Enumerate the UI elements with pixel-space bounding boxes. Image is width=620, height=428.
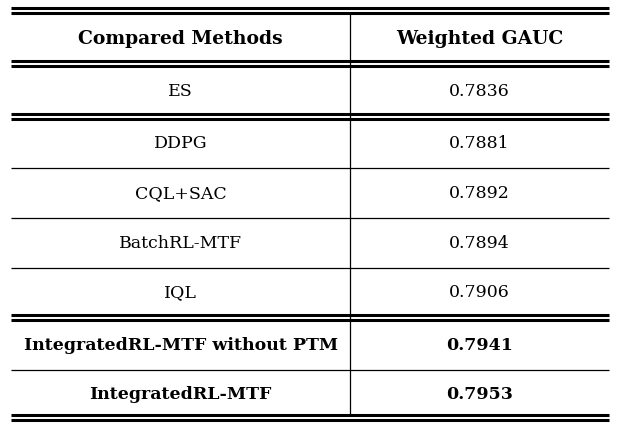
Text: CQL+SAC: CQL+SAC xyxy=(135,185,226,202)
Text: 0.7941: 0.7941 xyxy=(446,337,513,354)
Text: DDPG: DDPG xyxy=(154,135,208,152)
Text: BatchRL-MTF: BatchRL-MTF xyxy=(119,235,242,252)
Text: IQL: IQL xyxy=(164,284,197,301)
Text: Weighted GAUC: Weighted GAUC xyxy=(396,30,563,48)
Text: 0.7881: 0.7881 xyxy=(450,135,510,152)
Text: 0.7836: 0.7836 xyxy=(450,83,510,100)
Text: 0.7894: 0.7894 xyxy=(450,235,510,252)
Text: IntegratedRL-MTF: IntegratedRL-MTF xyxy=(89,386,272,404)
Text: 0.7953: 0.7953 xyxy=(446,386,513,404)
Text: 0.7892: 0.7892 xyxy=(449,185,510,202)
Text: 0.7906: 0.7906 xyxy=(450,284,510,301)
Text: ES: ES xyxy=(169,83,193,100)
Text: IntegratedRL-MTF without PTM: IntegratedRL-MTF without PTM xyxy=(24,337,338,354)
Text: Compared Methods: Compared Methods xyxy=(78,30,283,48)
